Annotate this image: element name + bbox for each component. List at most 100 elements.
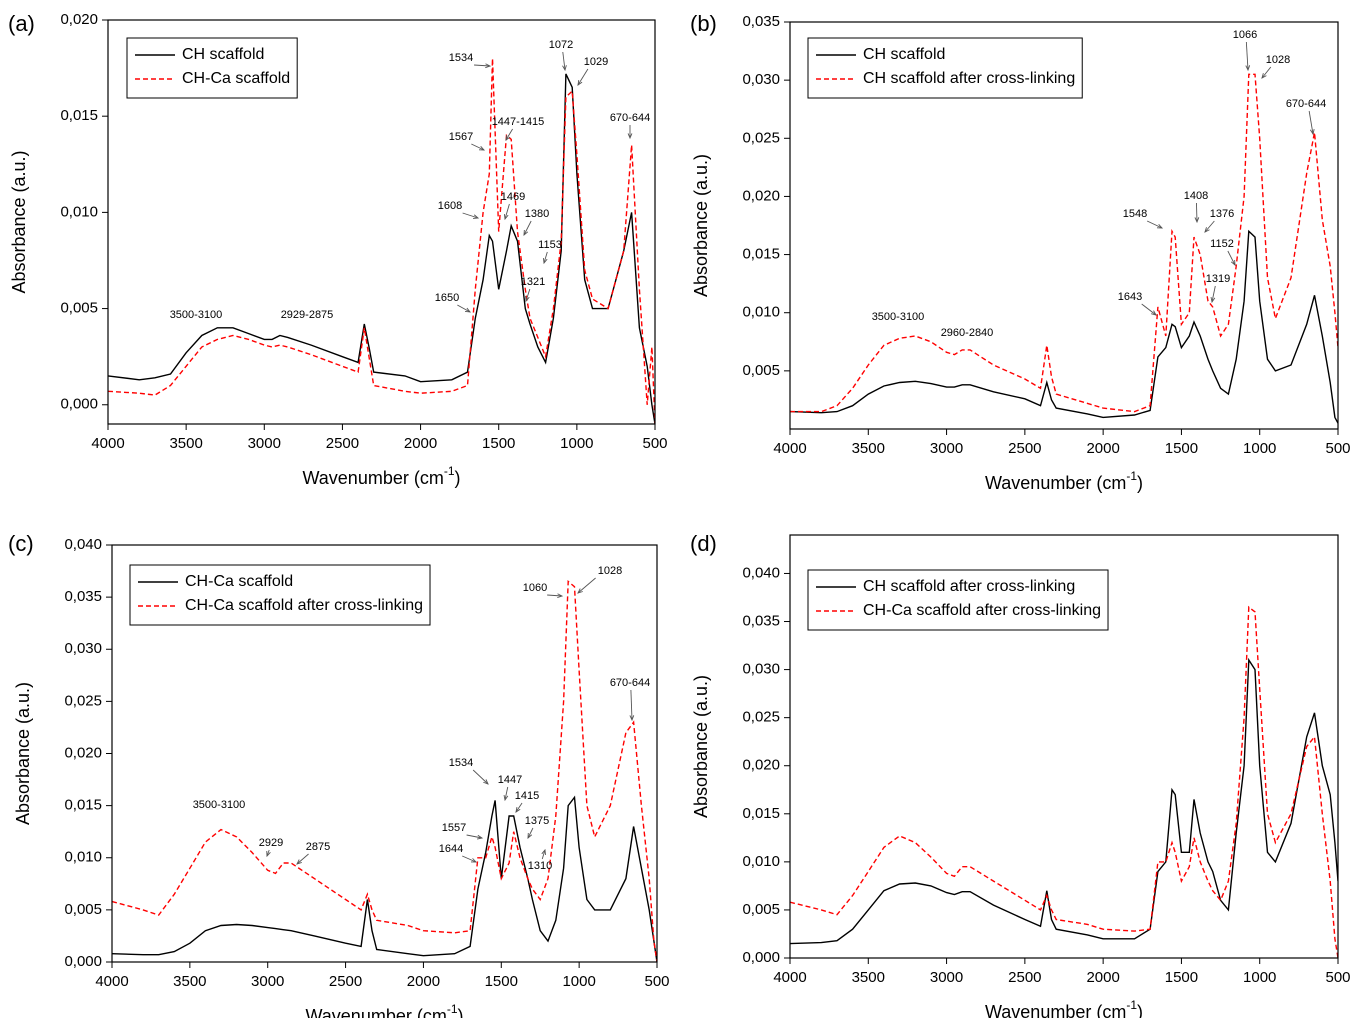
annotation: 1643: [1118, 291, 1142, 303]
x-tick-label: 4000: [91, 435, 124, 452]
x-tick-label: 4000: [773, 440, 806, 457]
annotation-arrowhead: [505, 134, 511, 141]
annotation-arrowhead: [1204, 227, 1210, 233]
y-tick-label: 0,005: [60, 300, 98, 317]
annotation: 670-644: [1286, 98, 1326, 110]
x-tick-label: 1500: [1165, 969, 1198, 986]
annotation: 1644: [439, 843, 463, 855]
annotation-arrow: [471, 143, 485, 151]
annotation: 1447-1415: [492, 116, 545, 128]
legend-label: CH scaffold after cross-linking: [863, 70, 1075, 87]
legend-label: CH-Ca scaffold after cross-linking: [185, 597, 423, 614]
x-tick-label: 1500: [1165, 440, 1198, 457]
y-tick-label: 0,015: [60, 107, 98, 124]
y-tick-label: 0,030: [64, 640, 102, 657]
annotation-arrow: [505, 128, 513, 141]
annotation-arrowhead: [1261, 73, 1267, 79]
annotation: 1380: [525, 208, 549, 220]
annotation-arrowhead: [525, 295, 530, 303]
x-axis-title: Wavenumber (cm-1): [302, 464, 460, 488]
annotation-arrowhead: [503, 795, 509, 802]
annotation-arrow: [472, 769, 489, 785]
annotation-arrowhead: [543, 257, 548, 265]
annotation: 1548: [1123, 208, 1147, 220]
y-tick-label: 0,000: [742, 949, 780, 966]
panel-label: (d): [690, 531, 717, 556]
x-tick-label: 4000: [95, 973, 128, 990]
series-line: [108, 73, 655, 424]
annotation: 3500-3100: [193, 799, 246, 811]
annotation-arrowhead: [470, 858, 478, 863]
y-tick-label: 0,025: [742, 709, 780, 726]
annotation-arrowhead: [503, 213, 509, 221]
series-line: [790, 73, 1338, 413]
annotation: 1557: [442, 822, 466, 834]
x-tick-label: 1000: [1243, 969, 1276, 986]
y-tick-label: 0,005: [742, 901, 780, 918]
annotation-arrow: [457, 304, 471, 313]
panel-label: (b): [690, 11, 717, 36]
y-tick-label: 0,020: [60, 11, 98, 28]
x-tick-label: 3000: [930, 440, 963, 457]
y-tick-label: 0,030: [742, 71, 780, 88]
annotation: 2875: [306, 841, 330, 853]
x-axis-title-text: Wavenumber (cm: [985, 1002, 1126, 1018]
annotation-arrow: [1245, 41, 1249, 71]
x-tick-label: 2500: [329, 973, 362, 990]
x-tick-label: 3000: [251, 973, 284, 990]
annotation: 1310: [528, 860, 552, 872]
x-tick-label: 3500: [852, 969, 885, 986]
x-tick-label: 1000: [560, 435, 593, 452]
annotation-arrow: [541, 849, 546, 860]
legend-label: CH-Ca scaffold after cross-linking: [863, 602, 1101, 619]
legend-label: CH scaffold: [182, 46, 264, 63]
legend: CH scaffold CH-Ca scaffold: [126, 37, 298, 99]
annotation-arrowhead: [1309, 129, 1315, 136]
annotation-arrowhead: [1245, 65, 1251, 72]
annotation-arrow: [562, 51, 566, 71]
y-tick-label: 0,040: [742, 564, 780, 581]
y-tick-label: 0,015: [64, 797, 102, 814]
annotation-arrowhead: [477, 834, 484, 840]
annotation-arrowhead: [1230, 259, 1236, 267]
annotation: 1028: [1266, 54, 1290, 66]
annotation: 1567: [449, 131, 473, 143]
series-line: [790, 605, 1338, 958]
annotation-arrow: [1204, 220, 1215, 233]
annotation: 1650: [435, 292, 459, 304]
x-tick-label: 2000: [1086, 440, 1119, 457]
y-axis-title: Absorbance (a.u.): [9, 150, 29, 293]
annotation: 1152: [1210, 238, 1234, 250]
x-tick-label: 2000: [404, 435, 437, 452]
x-tick-label: 3500: [169, 435, 202, 452]
x-tick-label: 3000: [248, 435, 281, 452]
annotation-arrowhead: [478, 145, 486, 151]
annotation: 2929-2875: [281, 309, 334, 321]
annotation-arrowhead: [523, 229, 529, 237]
y-tick-label: 0,000: [64, 953, 102, 970]
x-tick-label: 2500: [1008, 969, 1041, 986]
annotation: 1153: [538, 239, 562, 251]
x-axis-title-suffix: ): [458, 1006, 464, 1018]
x-axis-title-sup: -1: [1126, 998, 1137, 1012]
annotation-arrowhead: [515, 807, 521, 813]
annotation-arrow: [525, 288, 531, 302]
annotation-arrow: [504, 203, 510, 220]
x-tick-label: 2000: [1086, 969, 1119, 986]
annotation: 1072: [549, 39, 573, 51]
y-tick-label: 0,035: [742, 612, 780, 629]
annotation-arrowhead: [464, 307, 472, 313]
series-line: [108, 58, 655, 424]
x-axis-title-sup: -1: [1126, 469, 1137, 483]
plot-frame: [789, 534, 1339, 959]
x-tick-label: 3500: [173, 973, 206, 990]
annotation-arrow: [527, 827, 534, 839]
series-line: [790, 657, 1338, 945]
x-tick-label: 500: [1325, 440, 1350, 457]
annotation-arrow: [1141, 303, 1157, 316]
x-tick-label: 1500: [485, 973, 518, 990]
annotation-arrow: [466, 834, 483, 839]
y-tick-label: 0,035: [64, 588, 102, 605]
annotation-arrowhead: [1156, 223, 1164, 229]
annotation: 1321: [521, 276, 545, 288]
